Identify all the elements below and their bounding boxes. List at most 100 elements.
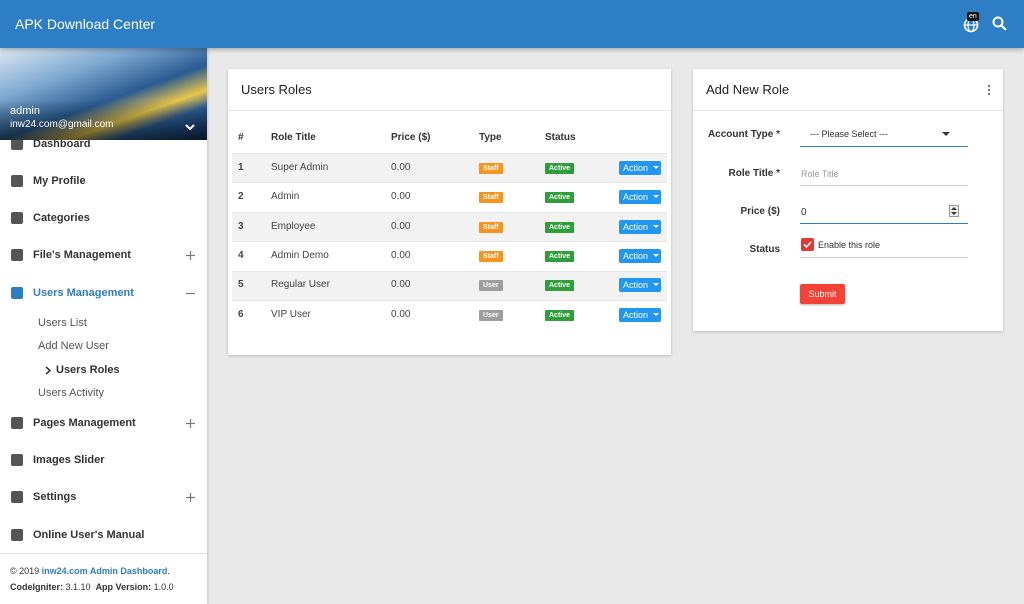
menu-item[interactable]: Dashboard — [33, 138, 91, 150]
menu-toggle — [186, 493, 195, 502]
action-button[interactable]: Action — [619, 190, 661, 205]
menu-icon — [11, 138, 23, 150]
action-label: Action — [623, 280, 649, 291]
language-badge: en — [967, 12, 979, 21]
action-caret — [653, 224, 659, 228]
action-button[interactable]: Action — [619, 219, 661, 234]
status-badge: Active — [545, 192, 575, 204]
menu-icon — [11, 249, 23, 261]
type-badge: Staff — [479, 250, 503, 262]
submenu-item[interactable]: Users List — [38, 317, 87, 329]
role-price: 0.00 — [391, 161, 411, 173]
row-number: 2 — [238, 191, 244, 203]
column-header: Price ($) — [391, 132, 431, 143]
role-title-input[interactable]: Role Title — [800, 163, 968, 186]
submenu-item[interactable]: Users Roles — [56, 363, 120, 376]
action-label: Action — [623, 221, 649, 232]
field-label: Price ($) — [740, 206, 780, 217]
type-badge: User — [479, 280, 503, 292]
copyright-line: © 2019 inw24.com Admin Dashboard. — [10, 566, 170, 576]
row-number: 1 — [238, 161, 244, 173]
row-number: 5 — [238, 279, 244, 291]
table-row — [232, 300, 667, 331]
menu: Dashboard My Profile Categories File's Mana… — [0, 48, 207, 604]
table-row — [232, 182, 667, 213]
role-price: 0.00 — [391, 220, 411, 232]
role-price: 0.00 — [391, 279, 411, 291]
row-number: 6 — [238, 308, 244, 320]
submenu-item[interactable]: Add New User — [38, 340, 109, 353]
menu-icon — [11, 454, 23, 466]
menu-item[interactable]: Pages Management — [33, 417, 136, 429]
action-label: Action — [623, 162, 649, 173]
field-label: Role Title * — [728, 168, 781, 179]
footer-divider — [0, 553, 207, 554]
type-badge: Staff — [479, 162, 503, 174]
menu-item[interactable]: Settings — [33, 491, 77, 503]
row-number: 4 — [238, 249, 244, 261]
profile-toggle[interactable] — [184, 123, 196, 133]
table-row — [232, 153, 667, 184]
menu-toggle — [186, 419, 195, 428]
column-header: # — [238, 132, 244, 143]
sidebar: admin inw24.com@gmail.com Dashboard My Pr… — [0, 48, 207, 604]
status-badge: Active — [545, 162, 575, 174]
submit-button[interactable]: Submit — [800, 284, 845, 304]
field-label: Account Type * — [707, 129, 780, 140]
row-number: 3 — [238, 220, 244, 232]
price-input[interactable]: 0 — [800, 201, 968, 224]
role-title: Regular User — [271, 279, 330, 291]
action-caret — [653, 165, 659, 169]
account-type-select[interactable]: --- Please Select --- — [800, 124, 968, 147]
column-header: Type — [479, 132, 502, 143]
action-caret — [653, 195, 659, 199]
profile-cover: admin inw24.com@gmail.com — [0, 48, 207, 140]
menu-item[interactable]: Online User's Manual — [33, 529, 145, 541]
type-badge: User — [479, 309, 503, 321]
input-value: 0 — [801, 207, 807, 218]
codeigniter-version: 3.1.10 — [65, 582, 91, 592]
status-checkbox[interactable]: Enable this role — [800, 234, 968, 258]
action-button[interactable]: Action — [619, 278, 661, 293]
menu-toggle — [186, 251, 195, 260]
user-email: inw24.com@gmail.com — [10, 119, 114, 130]
menu-item[interactable]: File's Management — [33, 249, 131, 261]
menu-item[interactable]: My Profile — [33, 175, 86, 187]
menu-item[interactable]: Users Management — [33, 287, 134, 299]
status-badge: Active — [545, 309, 575, 321]
app-version-label: App Version: — [95, 582, 152, 592]
menu-icon — [11, 287, 23, 299]
table-row — [232, 241, 667, 272]
action-label: Action — [623, 250, 649, 261]
column-header: Status — [545, 132, 576, 143]
type-badge: Staff — [479, 221, 503, 233]
more-icon[interactable] — [987, 84, 991, 96]
status-badge: Active — [545, 221, 575, 233]
action-caret — [653, 283, 659, 287]
action-button[interactable]: Action — [619, 307, 661, 322]
site-link[interactable]: inw24.com Admin Dashboard — [41, 566, 168, 576]
menu-icon — [11, 212, 23, 224]
menu-icon — [11, 175, 23, 187]
menu-item[interactable]: Images Slider — [33, 454, 105, 466]
field-label: Status — [749, 244, 780, 255]
action-button[interactable]: Action — [619, 248, 661, 263]
user-name: admin — [10, 105, 40, 117]
menu-icon — [11, 491, 23, 503]
submenu-item[interactable]: Users Activity — [38, 386, 105, 399]
search-icon[interactable] — [992, 16, 1008, 32]
action-label: Action — [623, 309, 649, 320]
action-button[interactable]: Action — [619, 160, 661, 175]
checkbox-label: Enable this role — [818, 240, 881, 250]
app-title: APK Download Center — [15, 16, 156, 32]
top-bar: APK Download Center en — [0, 0, 1024, 48]
copyright: © 2019 — [10, 566, 40, 576]
input-placeholder: Role Title — [801, 169, 839, 179]
action-caret — [653, 253, 659, 257]
form-card: Add New Role Account Type * --- Please S… — [693, 69, 1003, 331]
status-badge: Active — [545, 280, 575, 292]
table-row — [232, 211, 667, 243]
menu-item[interactable]: Categories — [33, 212, 90, 224]
role-title: VIP User — [271, 308, 311, 320]
